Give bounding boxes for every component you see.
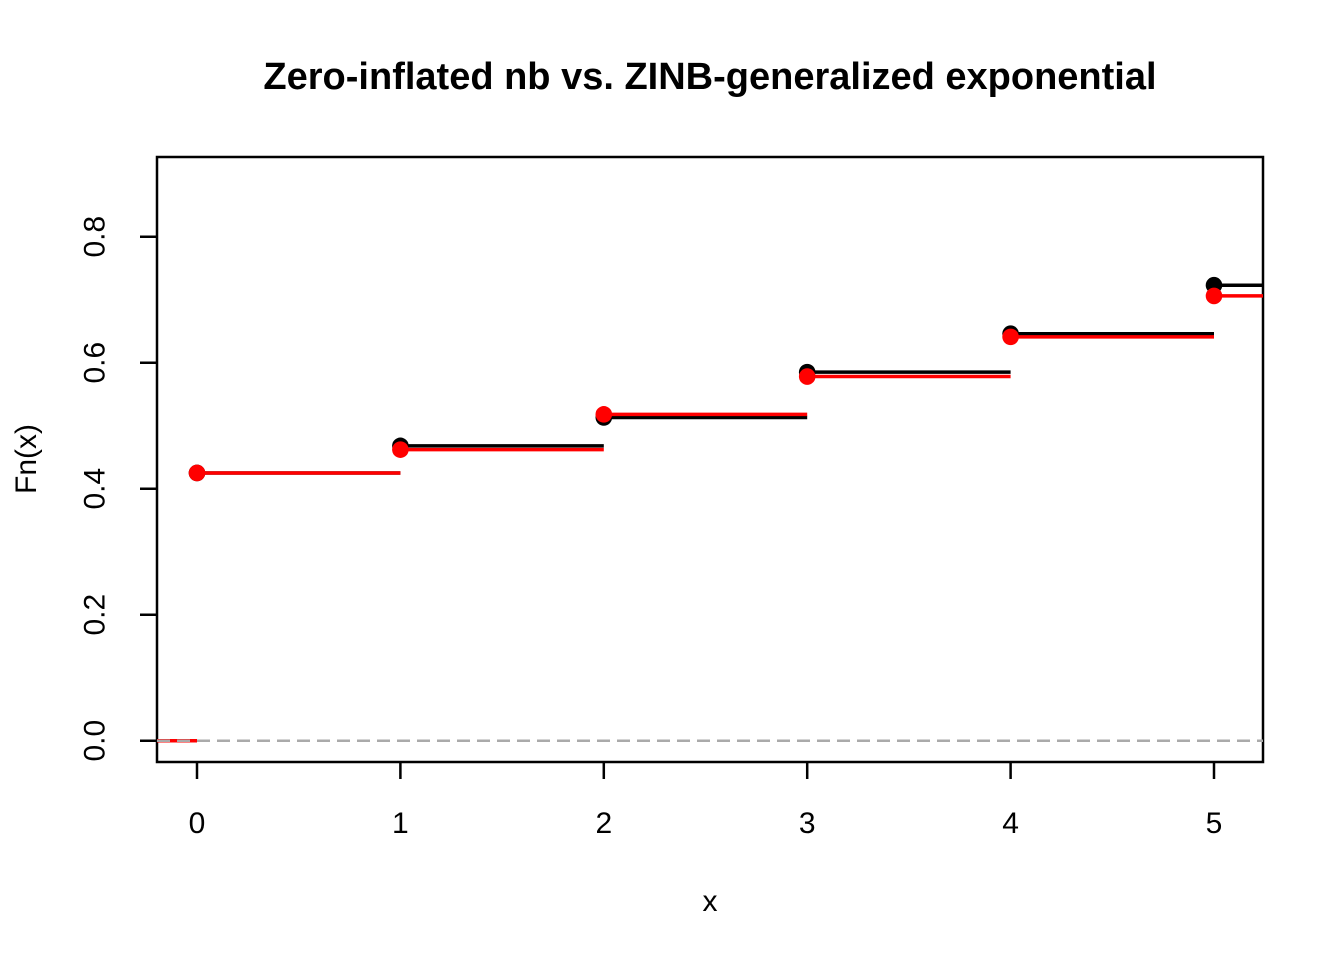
x-axis-label: x <box>702 885 718 918</box>
x-tick-label: 2 <box>595 807 612 840</box>
red-ecdf-series <box>157 287 1263 743</box>
y-axis-label: Fn(x) <box>10 424 43 494</box>
y-tick-label: 0.8 <box>79 216 112 258</box>
y-tick-label: 0.2 <box>79 594 112 636</box>
y-tick-label: 0.6 <box>79 342 112 384</box>
chart-title: Zero-inflated nb vs. ZINB-generalized ex… <box>263 56 1157 98</box>
x-tick-label: 1 <box>392 807 409 840</box>
data-point <box>188 464 206 482</box>
data-point <box>392 441 409 458</box>
y-tick-label: 0.0 <box>79 720 112 762</box>
y-tick-label: 0.4 <box>79 468 112 510</box>
x-tick-label: 3 <box>799 807 816 840</box>
x-tick-label: 5 <box>1206 807 1223 840</box>
x-axis: 0 1 2 3 4 5 <box>189 762 1223 840</box>
data-point <box>1002 328 1019 346</box>
x-tick-label: 4 <box>1002 807 1019 840</box>
x-tick-label: 0 <box>189 807 206 840</box>
data-point <box>595 406 613 423</box>
plot-box <box>155 155 1265 764</box>
black-ecdf-series <box>157 276 1263 743</box>
data-point <box>1205 287 1223 305</box>
y-axis: 0.0 0.2 0.4 0.6 0.8 <box>79 216 157 762</box>
data-point <box>798 368 816 385</box>
